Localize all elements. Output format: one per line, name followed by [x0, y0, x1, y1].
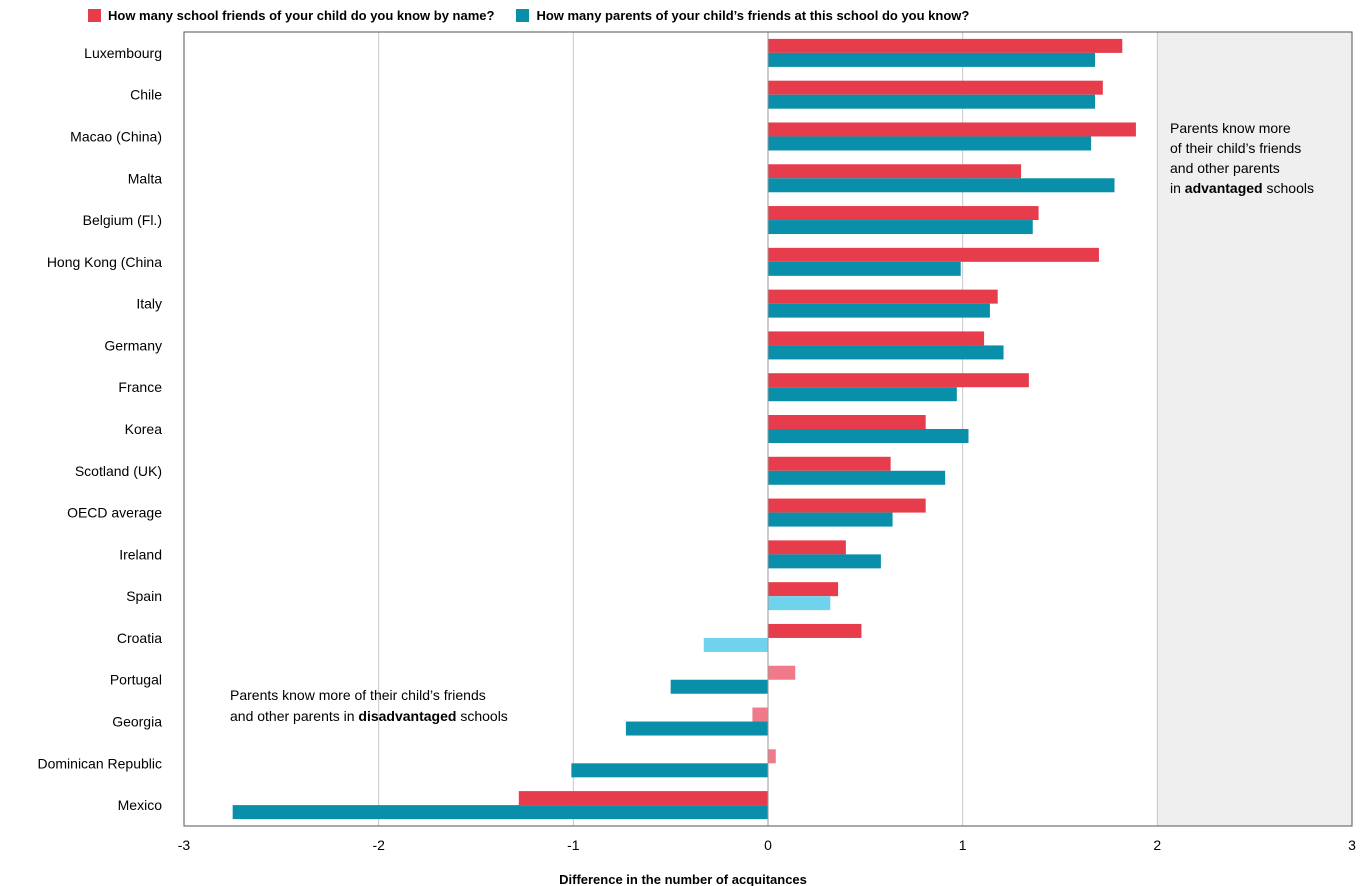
legend-swatch-friends [88, 9, 101, 22]
bar-friends [768, 415, 926, 429]
annotation-line: in advantaged schools [1170, 180, 1314, 196]
annotation-line: Parents know more [1170, 120, 1291, 136]
bar-friends [768, 122, 1136, 137]
annotation-line: Parents know more of their child’s frien… [230, 687, 486, 703]
legend-item-friends: How many school friends of your child do… [88, 8, 494, 23]
bar-parents [703, 637, 768, 652]
x-tick-label: -1 [567, 837, 580, 853]
category-label: Germany [104, 337, 162, 353]
category-label: Hong Kong (China [47, 254, 162, 270]
category-label: Croatia [117, 630, 162, 646]
x-tick-label: -3 [178, 837, 191, 853]
bar-parents [768, 94, 1096, 109]
category-label: Luxembourg [84, 45, 162, 61]
annotation-line: and other parents [1170, 160, 1280, 176]
bar-parents [768, 470, 946, 485]
bar-friends [752, 707, 768, 722]
legend-label-friends: How many school friends of your child do… [108, 8, 495, 23]
bar-friends [768, 38, 1123, 53]
bar-parents [625, 721, 768, 736]
category-label: Belgium (Fl.) [83, 212, 162, 228]
legend-item-parents: How many parents of your child’s friends… [516, 8, 969, 23]
bar-parents [232, 805, 768, 820]
x-tick-label: 0 [764, 837, 772, 853]
category-label: Chile [130, 87, 162, 103]
bar-parents [768, 554, 881, 569]
bar-parents [768, 303, 990, 318]
category-label: France [118, 379, 162, 395]
bar-parents [768, 512, 893, 527]
bar-parents [768, 429, 969, 443]
bar-parents [768, 261, 961, 276]
legend-label-parents: How many parents of your child’s friends… [536, 8, 970, 23]
bar-parents [768, 596, 831, 611]
category-label: Macao (China) [70, 128, 162, 144]
bar-friends [768, 247, 1099, 262]
bar-friends [518, 791, 768, 806]
annotation-advantaged: Parents know more of their child’s friend… [1170, 120, 1314, 196]
bar-friends [768, 289, 998, 304]
bar-friends [768, 164, 1022, 179]
bar-friends [768, 540, 846, 555]
category-label: Mexico [118, 797, 163, 813]
bar-parents [768, 345, 1004, 360]
bar-parents [670, 679, 768, 694]
legend: How many school friends of your child do… [88, 8, 991, 23]
shaded-region [1157, 32, 1352, 826]
bar-friends [768, 373, 1029, 388]
x-tick-label: 1 [959, 837, 967, 853]
annotation-line: and other parents in disadvantaged schoo… [230, 708, 508, 724]
category-label: Malta [128, 170, 162, 186]
category-label: Scotland (UK) [75, 463, 162, 479]
bar-friends [768, 331, 985, 346]
category-label: OECD average [67, 505, 162, 521]
bar-friends [768, 456, 891, 471]
bar-friends [768, 498, 926, 513]
bar-parents [768, 136, 1092, 151]
x-tick-label: 3 [1348, 837, 1356, 853]
x-tick-label: 2 [1153, 837, 1161, 853]
bar-friends [768, 80, 1103, 95]
plot-frame [183, 31, 1353, 827]
bar-friends [768, 665, 796, 680]
x-axis-label: Difference in the number of acquitances [559, 872, 807, 886]
annotation-disadvantaged: Parents know more of their child’s frien… [230, 687, 508, 724]
x-tick-label: -2 [372, 837, 385, 853]
category-label: Italy [136, 296, 162, 312]
category-label: Portugal [110, 672, 162, 688]
annotation-line: of their child’s friends [1170, 140, 1301, 156]
category-label: Ireland [119, 546, 162, 562]
category-label: Dominican Republic [37, 755, 162, 771]
bar-friends [768, 749, 776, 764]
bar-friends [768, 582, 839, 597]
bar-friends [768, 623, 862, 638]
bar-parents [768, 52, 1096, 67]
bar-parents [768, 220, 1033, 235]
bar-friends [768, 206, 1039, 221]
bar-parents [768, 178, 1115, 193]
legend-swatch-parents [516, 9, 530, 22]
bar-parents [571, 763, 768, 778]
category-label: Korea [125, 421, 163, 437]
bar-parents [768, 387, 957, 402]
category-label: Georgia [112, 714, 162, 730]
category-label: Spain [126, 588, 162, 604]
